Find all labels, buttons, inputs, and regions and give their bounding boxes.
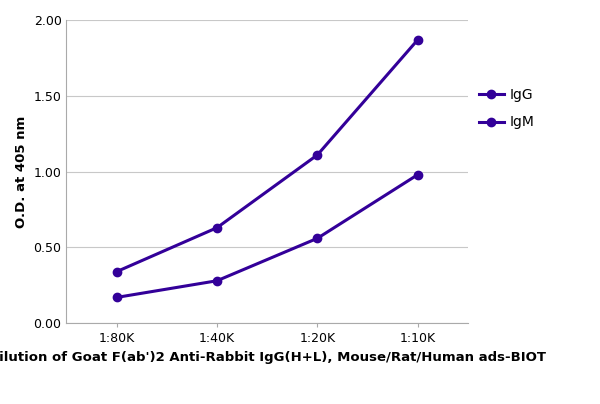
Legend: IgG, IgM: IgG, IgM: [479, 88, 535, 129]
Line: IgM: IgM: [112, 170, 422, 302]
IgG: [414, 37, 421, 42]
X-axis label: Dilution of Goat F(ab')2 Anti-Rabbit IgG(H+L), Mouse/Rat/Human ads-BIOT: Dilution of Goat F(ab')2 Anti-Rabbit IgG…: [0, 351, 546, 364]
IgM: [113, 295, 120, 300]
IgM: [314, 236, 321, 241]
IgM: [214, 278, 221, 283]
Line: IgG: IgG: [112, 36, 422, 276]
Y-axis label: O.D. at 405 nm: O.D. at 405 nm: [15, 116, 28, 228]
IgG: [113, 269, 120, 274]
IgM: [414, 172, 421, 177]
IgG: [314, 152, 321, 157]
IgG: [214, 225, 221, 230]
